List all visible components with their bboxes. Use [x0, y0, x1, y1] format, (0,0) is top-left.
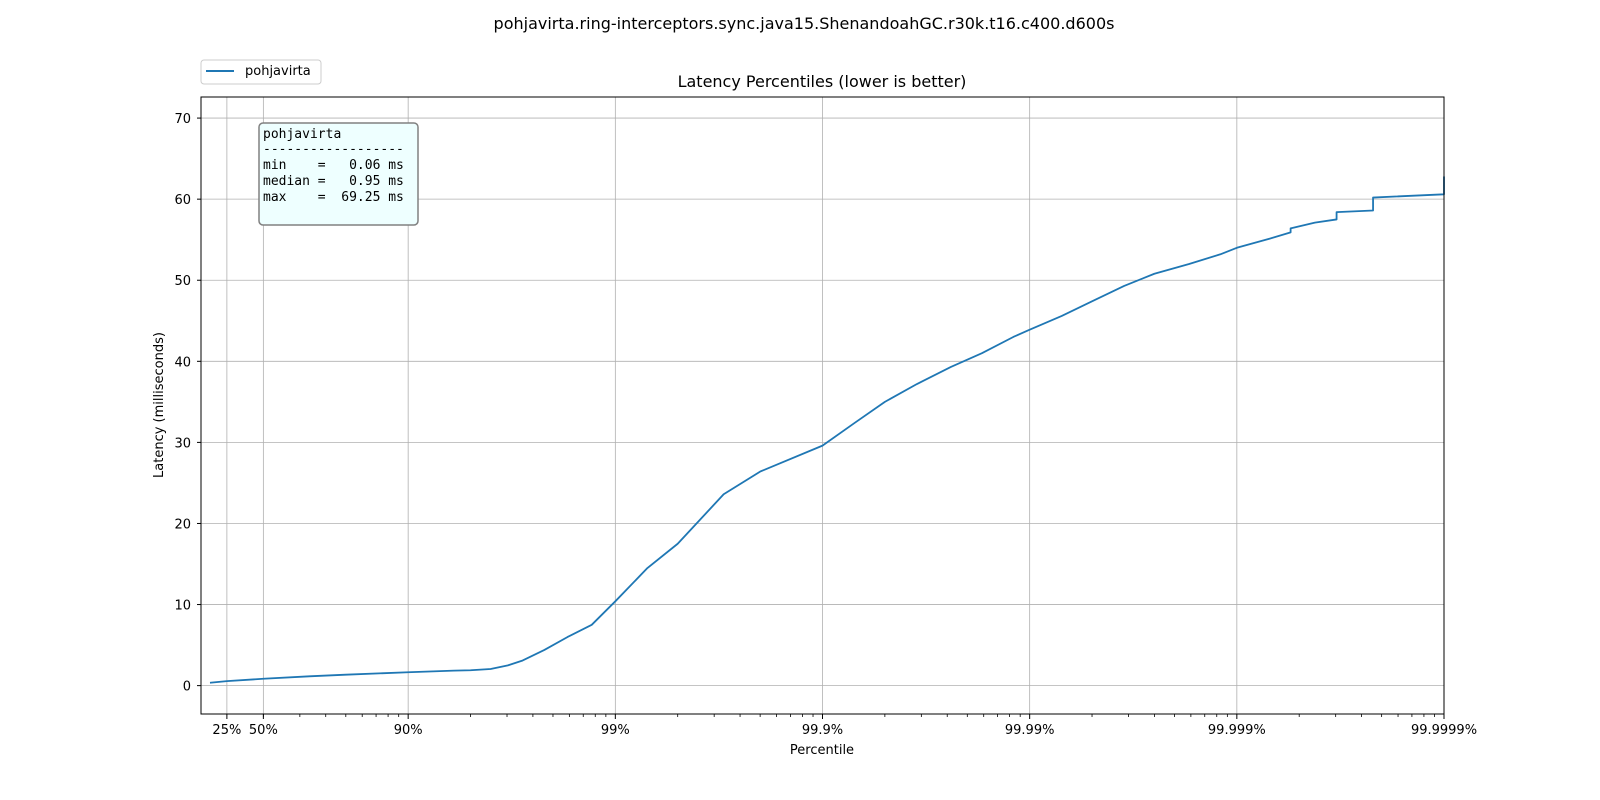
x-tick-label: 99.999%	[1208, 723, 1266, 738]
stats-title: pohjavirta	[263, 127, 341, 142]
series-layer	[209, 176, 1445, 684]
y-tick-label: 20	[174, 517, 191, 532]
y-axis-label: Latency (milliseconds)	[152, 332, 167, 478]
y-tick-label: 0	[183, 680, 191, 695]
x-tick-label: 25%	[212, 723, 241, 738]
stats-median: median = 0.95 ms	[263, 174, 404, 189]
stats-separator: ------------------	[263, 142, 404, 157]
y-tick-label: 60	[174, 193, 191, 208]
y-tick-label: 40	[174, 355, 191, 370]
legend: pohjavirta	[200, 59, 322, 85]
y-tick-label: 10	[174, 599, 191, 614]
y-axis-ticks: 0 10 20 30 40 50 60 70	[174, 112, 201, 695]
x-axis-ticks: 25% 50% 90% 99% 99.9% 99.99% 99.999% 99.9999%	[212, 714, 1477, 738]
y-tick-label: 50	[174, 274, 191, 289]
grid	[201, 97, 1445, 714]
x-axis-label: Percentile	[790, 743, 854, 758]
x-tick-label: 99%	[601, 723, 630, 738]
stats-min: min = 0.06 ms	[263, 158, 404, 173]
legend-entry-label: pohjavirta	[245, 64, 311, 79]
series-line-pohjavirta	[209, 176, 1445, 684]
y-tick-label: 30	[174, 436, 191, 451]
x-tick-label: 99.9999%	[1411, 723, 1477, 738]
stats-max: max = 69.25 ms	[263, 190, 404, 205]
x-tick-label: 99.99%	[1005, 723, 1055, 738]
y-tick-label: 70	[174, 112, 191, 127]
x-tick-label: 99.9%	[802, 723, 843, 738]
suptitle: pohjavirta.ring-interceptors.sync.java15…	[494, 14, 1115, 33]
x-tick-label: 50%	[249, 723, 278, 738]
stats-box: pohjavirta ------------------ min = 0.06…	[258, 122, 419, 226]
x-tick-label: 90%	[394, 723, 423, 738]
chart-title: Latency Percentiles (lower is better)	[678, 72, 967, 91]
